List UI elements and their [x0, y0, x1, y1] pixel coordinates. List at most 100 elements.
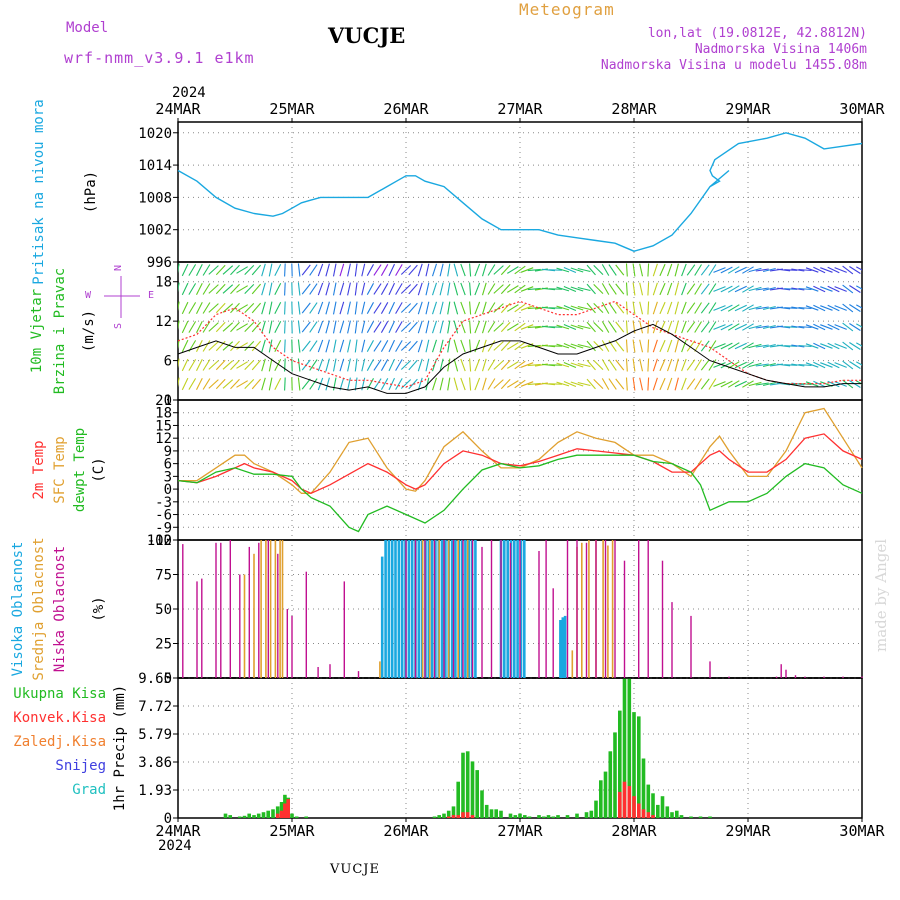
- low-cloud-bar: [258, 542, 260, 678]
- wind-arrow: [849, 285, 861, 293]
- wind-arrow: [577, 305, 591, 311]
- wind-arrow: [222, 341, 234, 351]
- wind-arrow: [417, 339, 423, 353]
- wind-arrow: [208, 284, 219, 294]
- wind-arrow: [284, 320, 286, 334]
- wind-arrow: [586, 283, 596, 295]
- wind-arrow: [208, 265, 219, 275]
- wind-arrow: [481, 377, 487, 391]
- mid-cloud-bar: [281, 540, 284, 678]
- wind-arrow: [188, 378, 197, 390]
- wind-arrow: [309, 264, 318, 276]
- y-tick-label: 6: [164, 457, 172, 473]
- wind-arrow: [727, 304, 740, 312]
- wind-arrow: [469, 320, 472, 334]
- wind-arrow: [325, 358, 330, 372]
- pressure-unit: (hPa): [83, 171, 99, 213]
- wind-arrow: [317, 358, 324, 372]
- wind-arrow: [514, 322, 526, 332]
- wind-arrow: [563, 266, 577, 274]
- total-precip-bar: [475, 770, 479, 818]
- conv-precip-bar: [641, 809, 646, 818]
- wind-arrow: [514, 341, 526, 351]
- wind-arrow: [301, 321, 311, 333]
- wind-arrow: [500, 264, 511, 276]
- wind-arrow: [755, 382, 769, 386]
- high-cloud-bar: [397, 540, 401, 678]
- wind-arrow: [593, 303, 604, 313]
- wind-arrow: [601, 340, 610, 352]
- wind-arrow: [570, 343, 584, 349]
- wind-arrow: [834, 343, 847, 349]
- wind-arrow: [625, 339, 628, 353]
- y-tick-label: 12: [155, 314, 172, 330]
- wind-arrow: [791, 287, 805, 291]
- temp-unit: (C): [91, 457, 107, 482]
- total-precip-bar: [494, 809, 498, 818]
- total-precip-bar: [489, 809, 494, 818]
- wind-arrow: [856, 285, 862, 290]
- mid-cloud-bar: [274, 540, 277, 678]
- total-precip-bar: [660, 796, 665, 818]
- conv-precip-bar: [283, 803, 287, 818]
- total-precip-bar: [480, 790, 484, 818]
- wind-arrow: [236, 304, 248, 312]
- high-cloud-bar: [503, 540, 506, 678]
- total-precip-bar: [675, 810, 679, 818]
- wind-arrow: [261, 377, 266, 391]
- wind-arrow: [556, 343, 570, 349]
- conv-precip-bar: [279, 810, 284, 818]
- wind-arrow: [230, 321, 240, 333]
- wind-arrow: [417, 263, 423, 277]
- wind-arrow: [301, 340, 311, 352]
- wind-arrow: [601, 302, 610, 314]
- y-tick-label: 21: [155, 393, 172, 409]
- wind-arrow: [297, 358, 301, 372]
- y-tick-label: 9.65: [138, 671, 172, 687]
- high-cloud-bar: [387, 540, 391, 678]
- y-tick-label: 75: [155, 568, 172, 584]
- y-tick-label: 1.93: [138, 783, 172, 799]
- wind-arrow: [601, 283, 610, 295]
- wind-arrow: [827, 380, 840, 388]
- wind-arrow: [332, 282, 337, 296]
- y-tick-label: 5.79: [138, 727, 172, 743]
- wind-arrow: [481, 339, 487, 353]
- wind-arrow: [408, 264, 418, 276]
- wind-arrow: [332, 263, 337, 277]
- wind-arrow: [805, 286, 819, 292]
- wind-arrow: [608, 321, 617, 333]
- wind-arrow: [639, 377, 644, 391]
- wind-arrow: [507, 380, 519, 388]
- low-cloud-bar: [443, 540, 445, 678]
- wind-arrow: [178, 301, 180, 312]
- wind-arrow: [856, 266, 862, 271]
- wind-arrow: [487, 378, 496, 390]
- low-cloud-bar: [545, 540, 547, 678]
- wind-arrow: [284, 339, 286, 353]
- total-precip-bar: [546, 815, 551, 818]
- total-precip-bar: [247, 813, 251, 818]
- wind-arrow: [570, 381, 584, 387]
- wind-arrow: [380, 359, 389, 371]
- wind-arrow: [297, 377, 301, 391]
- wind-arrow: [222, 303, 234, 313]
- high-cloud-bar: [400, 540, 404, 678]
- conv-precip-bar: [627, 786, 632, 818]
- total-precip-bar: [518, 813, 522, 818]
- wind-arrow: [507, 304, 519, 312]
- wind-arrow: [820, 286, 833, 292]
- wind-arrow: [615, 264, 625, 276]
- total-precip-bar: [584, 812, 589, 818]
- wind-arrow: [380, 283, 389, 295]
- year-bottom: 2024: [158, 838, 192, 854]
- wind-arrow: [274, 339, 282, 353]
- wind-arrow: [608, 264, 617, 276]
- conv-precip-bar: [465, 812, 470, 818]
- wind-arrow: [425, 301, 430, 315]
- total-precip-bar: [618, 710, 622, 818]
- wind-arrow: [395, 302, 403, 314]
- wind-arrow: [339, 358, 345, 372]
- wind-arrow: [748, 286, 762, 292]
- x-tick-label-bottom: 25MAR: [269, 822, 315, 840]
